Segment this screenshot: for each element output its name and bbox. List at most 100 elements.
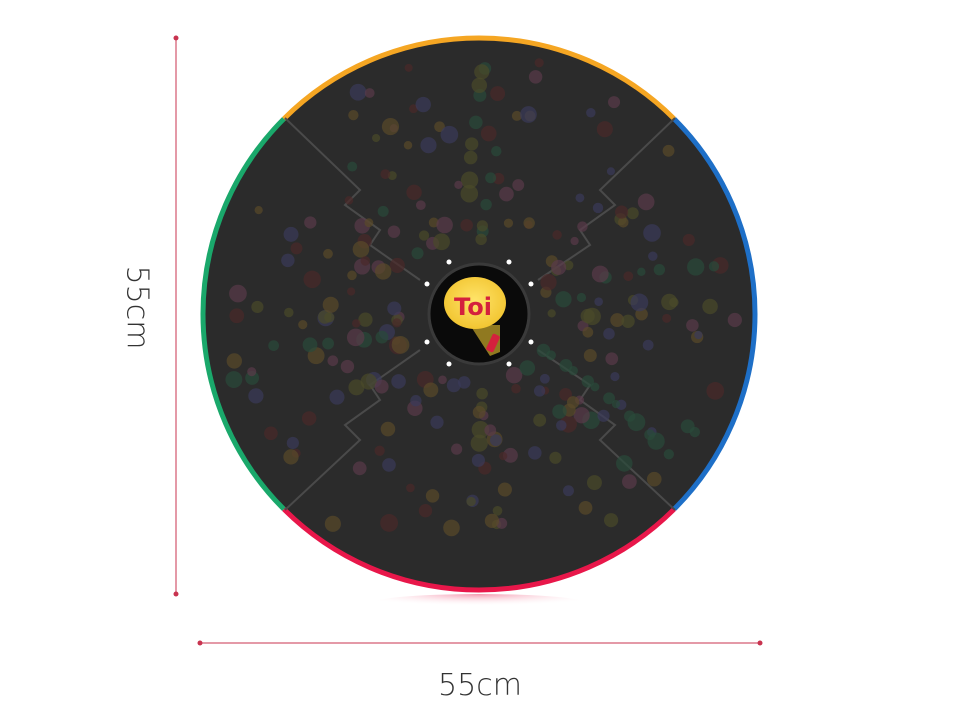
pattern-mark <box>281 253 295 268</box>
pattern-mark <box>380 514 399 532</box>
pattern-mark <box>451 443 463 455</box>
pattern-mark <box>547 309 556 318</box>
pattern-mark <box>463 150 478 165</box>
pattern-mark <box>286 436 299 450</box>
pattern-mark <box>484 513 500 529</box>
pattern-mark <box>446 378 461 393</box>
height-label: 55cm <box>119 265 155 350</box>
pattern-mark <box>380 421 396 437</box>
pattern-mark <box>322 296 339 313</box>
pattern-mark <box>474 64 490 80</box>
pattern-mark <box>549 451 562 464</box>
pattern-mark <box>626 207 639 220</box>
pattern-mark <box>611 399 621 409</box>
pattern-mark <box>466 496 476 507</box>
pattern-mark <box>491 146 502 157</box>
pattern-mark <box>539 373 550 384</box>
pattern-mark <box>360 256 371 266</box>
pattern-mark <box>480 198 492 211</box>
pattern-mark <box>380 169 391 180</box>
pattern-mark <box>616 455 633 472</box>
pattern-mark <box>348 109 359 121</box>
edge-arc-bottom <box>282 507 676 593</box>
logo-text: Toi <box>454 293 492 321</box>
pattern-mark <box>472 405 486 419</box>
pattern-mark <box>303 270 321 289</box>
pattern-mark <box>418 504 433 518</box>
pattern-mark <box>615 205 629 219</box>
pattern-mark <box>727 312 742 328</box>
pattern-mark <box>528 70 543 84</box>
pattern-mark <box>646 471 662 487</box>
pattern-mark <box>570 236 579 246</box>
pattern-mark <box>387 301 402 316</box>
logo-badge <box>444 277 506 329</box>
pattern-mark <box>505 367 523 384</box>
pattern-mark <box>381 118 400 136</box>
pattern-mark <box>583 348 597 362</box>
pattern-mark <box>364 88 375 98</box>
pattern-mark <box>375 263 392 280</box>
pattern-mark <box>283 449 299 465</box>
pattern-mark <box>663 449 674 460</box>
pattern-mark <box>552 404 567 419</box>
pattern-mark <box>469 115 483 130</box>
pattern-mark <box>358 312 373 327</box>
pattern-mark <box>302 337 318 353</box>
pattern-mark <box>229 284 247 303</box>
pattern-mark <box>264 426 278 441</box>
pattern-mark <box>225 371 243 388</box>
pattern-mark <box>476 220 488 232</box>
pattern-mark <box>471 420 490 439</box>
edge-arc-right <box>672 117 758 511</box>
pattern-mark <box>662 313 672 323</box>
edge-arc-top <box>282 35 676 121</box>
pattern-mark <box>420 137 437 154</box>
pattern-mark <box>503 447 518 463</box>
pattern-mark <box>586 475 602 491</box>
pattern-mark <box>591 265 609 283</box>
pattern-mark <box>583 307 601 326</box>
pattern-mark <box>484 424 497 437</box>
pattern-mark <box>480 125 497 142</box>
pattern-mark <box>347 287 356 296</box>
pattern-mark <box>430 415 444 429</box>
pattern-mark <box>643 224 661 242</box>
pattern-mark <box>475 233 487 246</box>
pattern-mark <box>323 248 333 259</box>
pattern-mark <box>597 409 610 422</box>
pattern-mark <box>533 385 546 397</box>
pattern-mark <box>511 383 521 394</box>
pattern-mark <box>428 217 439 228</box>
pattern-mark <box>492 506 503 516</box>
pattern-mark <box>389 257 405 273</box>
pattern-mark <box>382 458 396 472</box>
pattern-mark <box>575 193 585 203</box>
pattern-mark <box>586 108 596 118</box>
pattern-mark <box>489 434 502 447</box>
pattern-mark <box>409 104 418 114</box>
pattern-mark <box>436 216 453 234</box>
pattern-mark <box>268 340 280 351</box>
pattern-mark <box>577 221 588 232</box>
pattern-mark <box>556 420 567 431</box>
pattern-mark <box>592 202 604 214</box>
pattern-mark <box>470 434 488 452</box>
pattern-mark <box>457 376 471 389</box>
pattern-mark <box>471 77 488 94</box>
pattern-mark <box>566 396 580 409</box>
pattern-mark <box>440 125 459 144</box>
pattern-mark <box>406 483 415 493</box>
pattern-mark <box>318 310 332 324</box>
pattern-mark <box>329 389 345 405</box>
pattern-mark <box>512 179 525 191</box>
pattern-mark <box>540 274 557 291</box>
pattern-mark <box>347 270 357 281</box>
pattern-mark <box>682 233 695 246</box>
pattern-mark <box>415 96 431 113</box>
pattern-mark <box>576 292 587 303</box>
pattern-mark <box>352 461 367 476</box>
pattern-mark <box>375 330 389 344</box>
pattern-mark <box>254 206 263 215</box>
